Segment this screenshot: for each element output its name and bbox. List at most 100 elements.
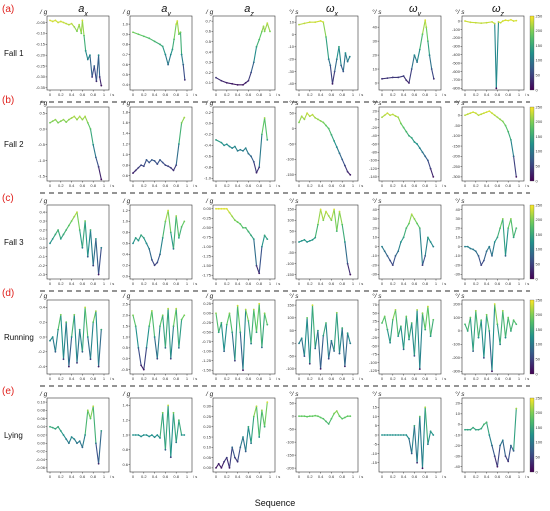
series-segment [255, 265, 260, 274]
colorbar-tick-label: 0 [536, 87, 539, 92]
series-segment [301, 337, 305, 357]
series-segment [89, 405, 94, 420]
series-segment [499, 310, 504, 345]
data-point [95, 442, 97, 445]
data-point [178, 419, 180, 422]
series-segment [98, 247, 102, 276]
x-unit-label: / s [276, 183, 280, 188]
series-segment [486, 421, 490, 436]
series-segment [95, 54, 100, 82]
series-segment [162, 45, 166, 56]
series-segment [494, 23, 497, 89]
data-point [429, 167, 432, 170]
data-point [298, 342, 300, 345]
y-tick-label: 0.4 [122, 82, 128, 87]
series-segment [480, 319, 485, 359]
y-tick-label: 0.8 [122, 162, 128, 167]
data-point [250, 155, 253, 158]
x-tick-label: 0.2 [224, 92, 230, 97]
column-header: ωz [492, 3, 505, 18]
x-tick-label: 0.6 [163, 92, 169, 97]
series-segment [170, 412, 175, 458]
data-point [319, 119, 322, 122]
series-segment [79, 229, 83, 249]
data-point [59, 429, 62, 432]
data-point [413, 141, 416, 143]
x-tick-label: 0.8 [256, 92, 262, 97]
x-tick-label: 0.4 [318, 474, 324, 479]
x-tick-label: 1 [518, 474, 521, 479]
y-tick-label: -5 [373, 442, 377, 447]
data-point [239, 148, 242, 151]
data-point [474, 112, 477, 115]
series-segment [510, 218, 515, 238]
series-segment [317, 330, 322, 370]
data-point [410, 68, 413, 70]
y-tick-label: 0 [375, 327, 378, 332]
subplot: / g 1.8 1.6 1.4 1.2 1.0 0.8 0.6 0 0.2 0.4 0.6 0.8 1 / … [122, 100, 197, 188]
y-tick-label: -200 [452, 355, 461, 360]
series-segment [491, 241, 496, 257]
data-point [132, 434, 134, 436]
y-tick-label: -0.50 [202, 225, 212, 230]
y-tick-label: 0 [458, 244, 461, 249]
x-tick-label: 0.8 [90, 281, 96, 286]
x-tick-label: 0.8 [256, 376, 262, 381]
data-point [65, 121, 68, 124]
series-segment [408, 322, 413, 341]
x-tick-label: 0.6 [246, 281, 252, 286]
series-segment [132, 314, 137, 327]
y-unit-label: °/ s [289, 390, 299, 398]
data-point [327, 127, 330, 130]
data-point [247, 319, 250, 322]
data-point [258, 436, 261, 438]
x-tick-label: 0.2 [224, 376, 230, 381]
data-point [416, 308, 418, 311]
series-segment [338, 210, 343, 226]
data-point [244, 226, 247, 229]
x-tick-label: 0.4 [484, 183, 490, 188]
data-point [164, 53, 167, 56]
y-tick-label: 0.2 [205, 110, 211, 115]
y-tick-label: -0.8 [204, 165, 212, 170]
data-point [427, 159, 429, 162]
data-point [263, 234, 266, 237]
data-point [244, 308, 247, 311]
data-point [252, 238, 255, 241]
data-point [145, 242, 148, 245]
x-tick-label: 0.6 [246, 183, 252, 188]
data-point [402, 348, 405, 351]
data-point [59, 20, 62, 23]
data-point [427, 236, 429, 239]
series-segment [164, 404, 169, 451]
y-tick-label: 1.6 [122, 120, 128, 125]
y-tick-label: -50 [288, 141, 295, 146]
series-segment [513, 227, 517, 238]
series-segment [181, 117, 185, 124]
y-tick-label: 0.0 [39, 126, 45, 131]
data-point [464, 114, 466, 117]
y-tick-label: -1.5 [38, 174, 46, 179]
y-tick-label: -10 [371, 451, 378, 456]
data-point [501, 439, 504, 442]
data-point [298, 241, 300, 243]
data-point [225, 81, 228, 84]
series-segment [328, 418, 332, 425]
data-point [220, 79, 223, 82]
y-tick-label: 0.05 [203, 455, 212, 460]
y-tick-label: -30 [454, 453, 461, 458]
data-point [151, 309, 153, 312]
y-tick-label: 0.4 [122, 252, 128, 257]
y-tick-label: -100 [286, 439, 295, 444]
data-point [78, 229, 81, 231]
data-point [225, 207, 228, 210]
x-tick-label: 0.2 [307, 376, 313, 381]
y-tick-label: 5 [375, 423, 378, 428]
y-tick-label: 2.5 [122, 302, 128, 307]
y-tick-label: -1.50 [202, 368, 212, 373]
data-point [346, 170, 349, 173]
y-unit-label: / g [39, 198, 48, 205]
series-segment [397, 325, 402, 337]
series-segment [504, 124, 509, 133]
